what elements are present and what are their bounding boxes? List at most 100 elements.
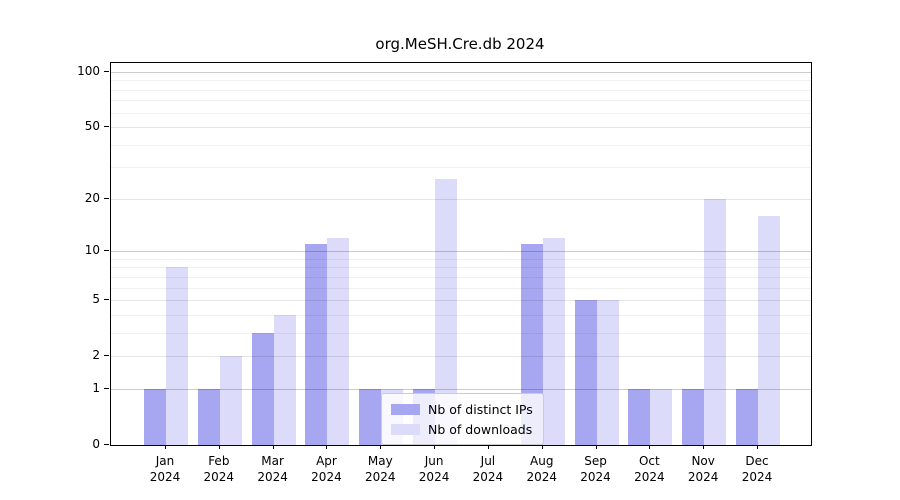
- bar-ips-oct: [628, 388, 651, 445]
- bar-downloads-feb: [219, 356, 242, 445]
- gridline-9: [111, 258, 811, 260]
- x-tick-mark-oct: [649, 445, 651, 449]
- bar-downloads-oct: [650, 388, 673, 445]
- gridline-3: [111, 332, 811, 334]
- bar-downloads-apr: [327, 237, 350, 445]
- x-tick-mark-feb: [218, 445, 220, 449]
- x-tick-mark-apr: [326, 445, 328, 449]
- y-tick-label-100: 100: [77, 64, 100, 78]
- x-tick-label-feb: Feb 2024: [191, 453, 247, 485]
- x-tick-year: 2024: [364, 470, 396, 484]
- legend: Nb of distinct IPs Nb of downloads: [381, 393, 544, 445]
- gridline-2: [111, 356, 811, 358]
- x-tick-mark-jul: [487, 445, 489, 449]
- x-tick-label-aug: Aug 2024: [514, 453, 570, 485]
- bar-downloads-jun: [435, 178, 458, 445]
- gridline-70: [111, 100, 811, 102]
- y-tick-label-0: 0: [92, 437, 100, 451]
- x-tick-year: 2024: [634, 470, 665, 484]
- legend-swatch-downloads: [391, 423, 420, 435]
- bar-downloads-aug: [542, 237, 565, 445]
- x-tick-month: Sep: [584, 454, 607, 468]
- x-tick-month: Feb: [208, 454, 230, 468]
- gridline-100: [111, 72, 811, 73]
- x-tick-mark-mar: [272, 445, 274, 449]
- x-tick-label-nov: Nov 2024: [675, 453, 731, 485]
- x-tick-month: Mar: [261, 454, 284, 468]
- x-tick-month: Apr: [316, 454, 337, 468]
- bar-downloads-jan: [166, 267, 188, 445]
- gridline-1: [111, 388, 811, 390]
- x-tick-month: Jun: [424, 454, 444, 468]
- x-tick-year: 2024: [257, 470, 288, 484]
- x-tick-label-jul: Jul 2024: [460, 453, 516, 485]
- x-tick-mark-jan: [165, 445, 166, 449]
- x-tick-year: 2024: [687, 470, 719, 484]
- plot-area: Nb of distinct IPs Nb of downloads: [110, 62, 812, 446]
- x-tick-year: 2024: [472, 470, 504, 484]
- legend-swatch-distinct-ips: [391, 403, 420, 415]
- gridline-50: [111, 127, 811, 129]
- y-tick-label-5: 5: [92, 292, 100, 307]
- y-tick-mark-20: [104, 197, 109, 199]
- x-tick-mark-sep: [595, 445, 597, 449]
- legend-item-distinct-ips: Nb of distinct IPs: [391, 401, 533, 417]
- x-tick-year: 2024: [418, 470, 450, 484]
- x-tick-label-dec: Dec 2024: [729, 453, 785, 485]
- gridline-20: [111, 198, 811, 200]
- legend-item-downloads: Nb of downloads: [391, 421, 533, 437]
- bar-ips-dec: [736, 388, 758, 445]
- legend-label-distinct-ips: Nb of distinct IPs: [428, 401, 533, 417]
- y-tick-label-50: 50: [84, 119, 100, 134]
- bar-ips-feb: [197, 388, 220, 445]
- x-tick-year: 2024: [741, 470, 773, 484]
- x-tick-year: 2024: [311, 470, 342, 484]
- x-tick-month: Jul: [480, 454, 496, 468]
- bar-downloads-mar: [273, 314, 296, 445]
- y-tick-mark-1: [104, 387, 109, 389]
- chart-title: org.MeSH.Cre.db 2024: [375, 35, 545, 53]
- gridline-40: [111, 144, 811, 146]
- gridline-10: [111, 251, 811, 253]
- y-tick-label-20: 20: [84, 190, 100, 205]
- bar-downloads-sep: [596, 300, 619, 445]
- x-tick-mark-may: [380, 445, 382, 449]
- y-tick-label-10: 10: [84, 243, 100, 258]
- x-tick-year: 2024: [526, 470, 557, 484]
- x-tick-mark-dec: [757, 445, 758, 449]
- x-tick-label-sep: Sep 2024: [568, 453, 624, 485]
- x-tick-label-oct: Oct 2024: [621, 453, 677, 485]
- x-tick-month: Oct: [638, 454, 660, 468]
- gridline-5: [111, 300, 811, 302]
- bar-ips-sep: [574, 300, 597, 445]
- gridline-7: [111, 276, 811, 278]
- bar-ips-may: [359, 388, 382, 445]
- x-tick-month: Nov: [691, 454, 715, 468]
- bar-ips-apr: [305, 244, 328, 445]
- x-tick-month: Dec: [745, 454, 769, 468]
- x-tick-label-apr: Apr 2024: [298, 453, 354, 485]
- gridline-60: [111, 112, 811, 114]
- bar-ips-nov: [682, 388, 705, 445]
- gridline-6: [111, 287, 811, 289]
- y-tick-mark-0: [104, 444, 109, 445]
- bar-ips-jan: [144, 388, 166, 445]
- x-tick-year: 2024: [203, 470, 235, 484]
- x-tick-month: Jan: [155, 454, 175, 468]
- x-tick-month: May: [367, 454, 393, 468]
- y-tick-mark-5: [104, 299, 109, 301]
- x-tick-mark-nov: [703, 445, 705, 449]
- y-tick-label-1: 1: [92, 380, 100, 395]
- x-tick-year: 2024: [149, 470, 181, 484]
- x-tick-month: Aug: [530, 454, 554, 468]
- y-tick-mark-2: [104, 355, 109, 357]
- y-tick-mark-50: [104, 126, 109, 128]
- x-tick-year: 2024: [580, 470, 611, 484]
- y-tick-mark-10: [104, 250, 109, 252]
- gridline-30: [111, 167, 811, 169]
- gridline-4: [111, 314, 811, 316]
- x-tick-label-jan: Jan 2024: [137, 453, 193, 485]
- y-tick-label-2: 2: [92, 348, 100, 363]
- gridline-90: [111, 80, 811, 82]
